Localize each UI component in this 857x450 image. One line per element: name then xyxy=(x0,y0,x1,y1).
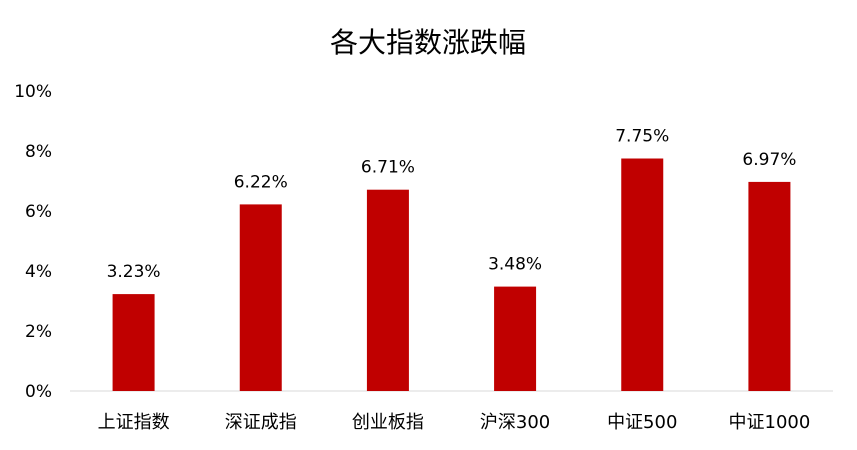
y-axis: 0% 2% 4% 6% 8% 10% xyxy=(14,82,52,402)
data-label: 7.75% xyxy=(615,127,669,147)
y-tick-label: 8% xyxy=(25,142,52,162)
x-tick-label: 沪深300 xyxy=(480,412,550,433)
bar xyxy=(748,181,791,391)
y-tick-label: 0% xyxy=(25,382,52,402)
bar-series xyxy=(112,158,791,391)
chart-title: 各大指数涨跌幅 xyxy=(330,26,526,59)
bar xyxy=(112,294,155,391)
data-label: 6.71% xyxy=(361,158,415,178)
data-label: 3.48% xyxy=(488,255,542,275)
bar xyxy=(494,286,537,391)
x-tick-label: 深证成指 xyxy=(225,412,297,433)
data-label: 6.22% xyxy=(234,172,288,192)
x-tick-label: 中证500 xyxy=(607,412,677,433)
y-tick-label: 2% xyxy=(25,322,52,342)
data-label: 6.97% xyxy=(742,150,796,170)
x-tick-label: 创业板指 xyxy=(352,412,424,433)
x-axis: 上证指数 深证成指 创业板指 沪深300 中证500 中证1000 xyxy=(98,412,811,433)
bar xyxy=(621,158,664,391)
data-labels: 3.23% 6.22% 6.71% 3.48% 7.75% 6.97% xyxy=(107,127,797,283)
y-tick-label: 4% xyxy=(25,262,52,282)
y-tick-label: 10% xyxy=(14,82,52,102)
bar xyxy=(239,204,282,391)
bar xyxy=(366,189,409,391)
x-tick-label: 上证指数 xyxy=(98,412,170,433)
data-label: 3.23% xyxy=(107,262,161,282)
y-tick-label: 6% xyxy=(25,202,52,222)
x-tick-label: 中证1000 xyxy=(729,412,811,433)
